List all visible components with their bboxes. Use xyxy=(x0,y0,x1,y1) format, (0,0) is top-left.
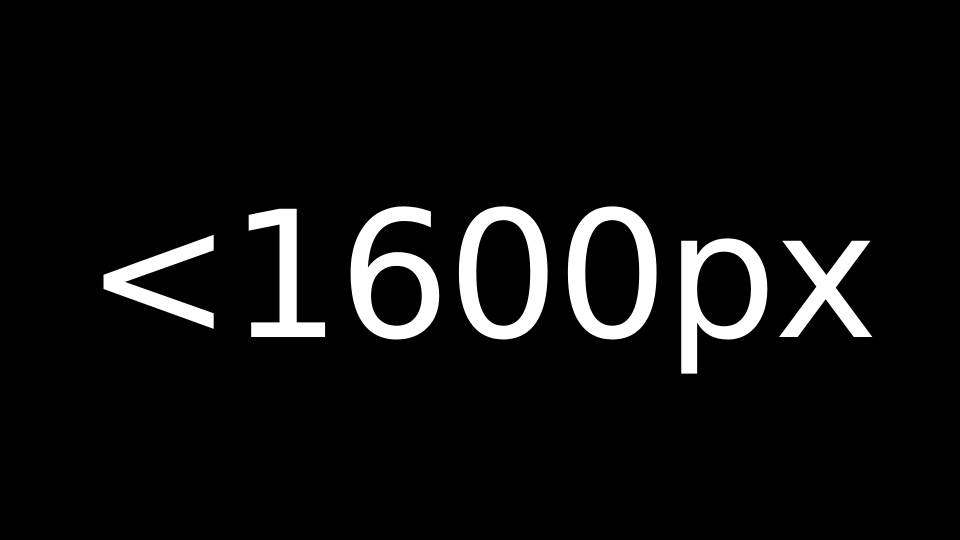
headline-text: <1600px xyxy=(84,174,878,379)
slide: <1600px xyxy=(84,174,879,379)
